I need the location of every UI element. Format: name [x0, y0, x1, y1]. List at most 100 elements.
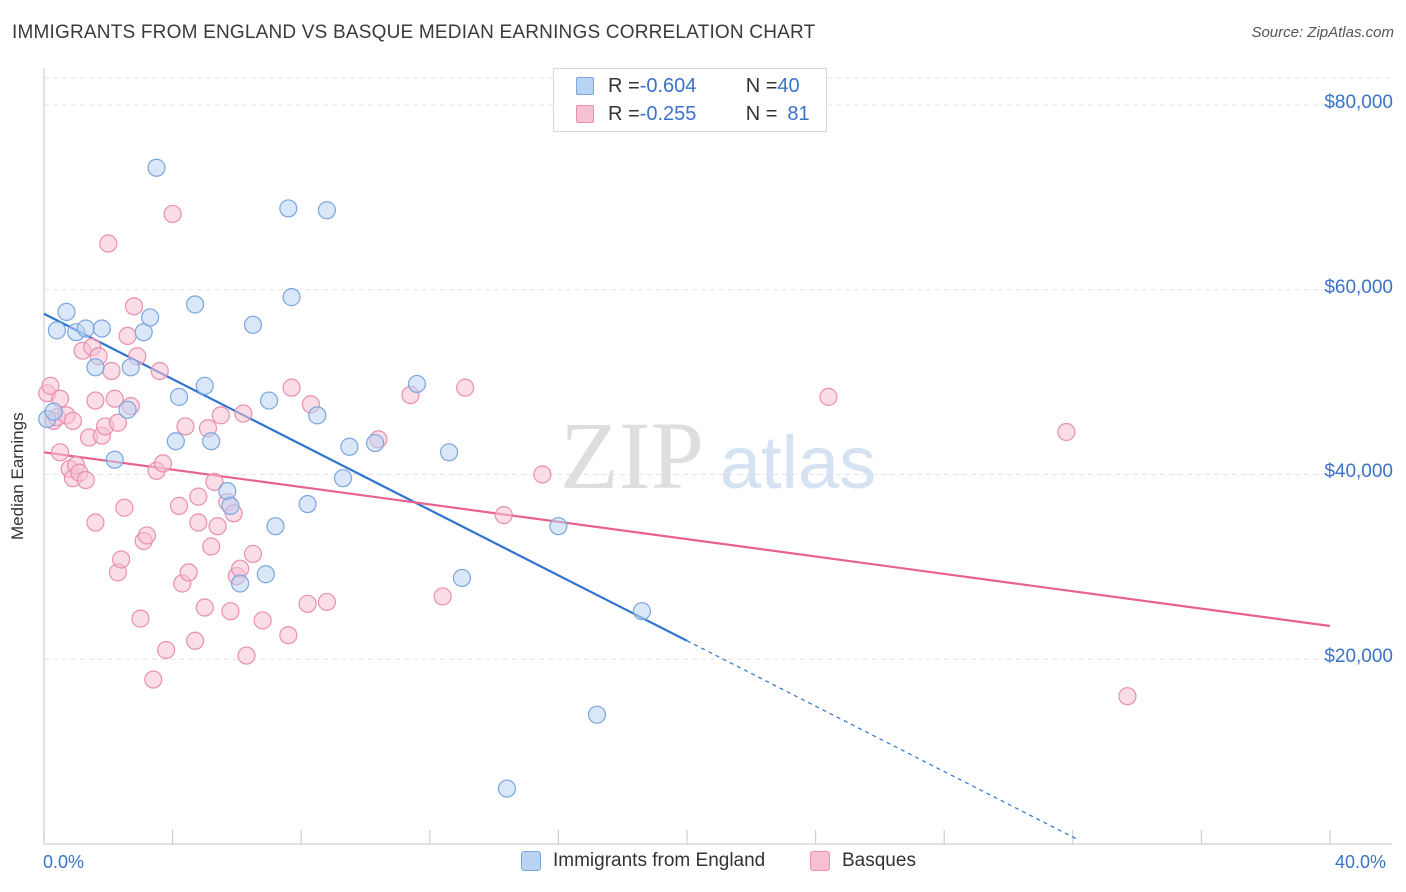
england-swatch: [576, 77, 594, 95]
england-point: [587, 705, 607, 724]
legend-r-label: R =: [608, 74, 640, 97]
basques-point: [169, 496, 189, 515]
england-point: [105, 450, 124, 469]
basques-point: [86, 513, 105, 532]
bottom-legend-basques: Basques: [810, 850, 916, 872]
basques-point: [99, 234, 118, 253]
legend-n-label: N =: [745, 74, 778, 97]
basques-point: [41, 376, 60, 395]
basques-point: [243, 544, 263, 564]
watermark: ZIP atlas: [560, 402, 876, 509]
y-tick-label: $20,000: [1324, 646, 1393, 668]
basques-point: [105, 389, 124, 408]
legend-r-value: -0.255: [639, 102, 697, 125]
basques-point: [124, 297, 144, 316]
england-point: [549, 517, 568, 536]
basques-point: [150, 361, 169, 381]
axes: [43, 68, 1392, 845]
correlation-legend: R = -0.604 N = 40 R = -0.255 N = 81: [553, 68, 827, 132]
basques-swatch: [576, 105, 594, 123]
england-point: [340, 437, 359, 456]
legend-n-value: 81: [787, 102, 810, 125]
legend-row-england: R = -0.604 N = 40: [576, 73, 800, 99]
basques-point: [1118, 687, 1137, 706]
basques-point: [317, 592, 337, 612]
england-point: [44, 402, 63, 421]
bottom-legend-england: Immigrants from England: [521, 850, 765, 872]
legend-n-value: 40: [777, 74, 800, 97]
basques-point: [176, 417, 195, 436]
england-point: [333, 469, 353, 488]
england-point: [221, 496, 240, 515]
england-point: [57, 302, 76, 321]
watermark-zip: ZIP: [560, 402, 704, 509]
england-point: [632, 602, 652, 621]
england-point: [256, 565, 275, 584]
basques-point: [221, 602, 240, 621]
basques-point: [208, 517, 227, 536]
basques-point: [253, 611, 272, 630]
basques-point: [157, 640, 176, 660]
y-axis-label: Median Earnings: [8, 412, 27, 540]
basques-point: [144, 670, 163, 689]
basques-swatch: [810, 851, 830, 871]
england-point: [92, 319, 111, 338]
basques-point: [533, 465, 552, 484]
basques-trendline: [43, 451, 1331, 628]
y-tick-label: $80,000: [1324, 91, 1393, 113]
basques-point: [298, 594, 317, 613]
basques-point: [137, 526, 156, 545]
england-point: [497, 779, 517, 798]
y-axis-label-wrap: Median Earnings: [8, 412, 28, 540]
england-point: [231, 574, 250, 593]
x-tick-label-max: 40.0%: [1335, 852, 1387, 872]
y-tick-label: $40,000: [1324, 461, 1393, 483]
basques-point: [189, 487, 208, 506]
england-point: [366, 433, 385, 453]
basques-point: [153, 454, 173, 473]
basques-point: [63, 411, 83, 430]
england-point: [439, 443, 459, 462]
england-point: [121, 358, 140, 377]
basques-point: [282, 378, 301, 397]
basques-point: [50, 443, 70, 462]
legend-row-basques: R = -0.255 N = 81: [576, 101, 810, 127]
basques-point: [195, 598, 214, 617]
legend-r-label: R =: [608, 102, 640, 125]
england-point: [317, 201, 337, 220]
england-point: [147, 158, 166, 177]
england-point: [195, 376, 214, 395]
basques-point: [115, 498, 134, 517]
england-point: [166, 432, 185, 451]
basques-legend-label: Basques: [842, 850, 916, 871]
england-point: [308, 406, 327, 425]
england-point: [118, 400, 137, 419]
basques-point: [202, 537, 221, 556]
england-point: [407, 374, 427, 394]
basques-point: [102, 361, 121, 381]
basques-point: [433, 587, 452, 606]
england-point: [140, 308, 160, 327]
england-point: [282, 288, 301, 307]
england-point: [76, 319, 95, 338]
basques-point: [237, 646, 256, 665]
england-point: [298, 494, 317, 514]
basques-point: [112, 550, 131, 569]
england-trendline-extension: [686, 640, 1080, 841]
england-point: [169, 387, 189, 406]
basques-point: [179, 563, 198, 582]
england-swatch: [521, 851, 541, 871]
basques-point: [86, 391, 105, 410]
basques-point: [211, 406, 230, 425]
basques-point: [819, 387, 838, 406]
y-tick-label: $60,000: [1324, 276, 1393, 298]
basques-point: [1057, 422, 1076, 442]
england-point: [266, 517, 285, 536]
basques-point: [118, 326, 137, 346]
england-point: [47, 321, 66, 340]
x-tick-label-min: 0.0%: [43, 852, 85, 872]
legend-r-value: -0.604: [639, 74, 697, 97]
basques-point: [131, 609, 150, 628]
legend-n-label: N =: [745, 102, 778, 125]
